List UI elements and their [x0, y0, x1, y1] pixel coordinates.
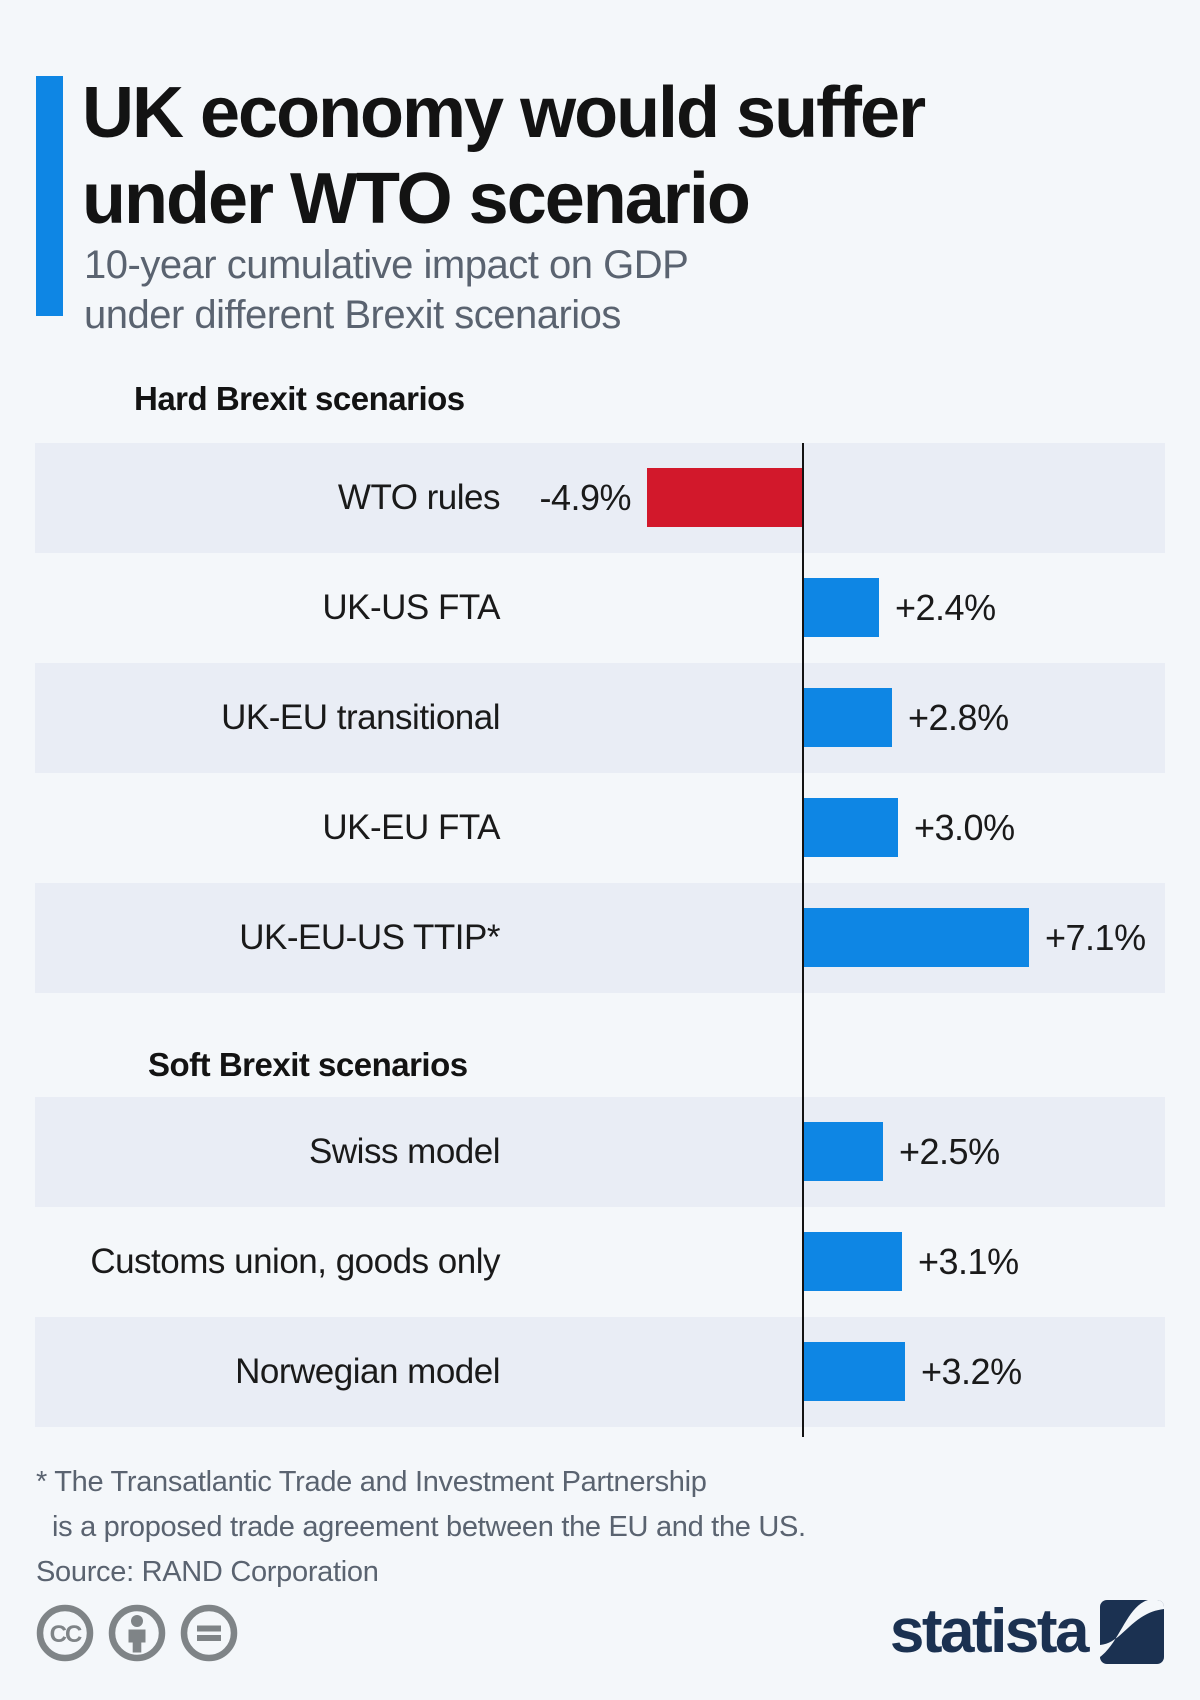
bar-positive [803, 1232, 902, 1291]
bar-positive [803, 798, 898, 857]
no-derivatives-icon[interactable] [180, 1604, 238, 1662]
bar-negative [647, 468, 803, 527]
value-label: +3.0% [914, 807, 1015, 848]
category-label: Norwegian model [235, 1352, 500, 1391]
value-label: +7.1% [1045, 917, 1146, 958]
title-line2: under WTO scenario [82, 159, 751, 239]
page-title: UK economy would suffer under WTO scenari… [82, 70, 926, 242]
page-subtitle: 10-year cumulative impact on GDP under di… [84, 240, 689, 340]
value-label: +2.8% [908, 697, 1009, 738]
bar-positive [803, 1342, 905, 1401]
category-label: UK-EU-US TTIP* [239, 918, 500, 957]
value-label: -4.9% [539, 477, 631, 518]
chart-row-uk-eu-fta: UK-EU FTA +3.0% [35, 773, 1165, 883]
footnote: * The Transatlantic Trade and Investment… [36, 1460, 806, 1595]
section-gap: Soft Brexit scenarios [35, 993, 1165, 1097]
cc-license-icons[interactable]: CC [36, 1604, 238, 1662]
bar-positive [803, 908, 1029, 967]
category-label: Customs union, goods only [90, 1242, 500, 1281]
value-label: +3.1% [918, 1241, 1019, 1282]
section-heading-soft: Soft Brexit scenarios [148, 1046, 468, 1083]
category-label: UK-EU transitional [221, 698, 500, 737]
chart-row-uk-us-fta: UK-US FTA +2.4% [35, 553, 1165, 663]
subtitle-line2: under different Brexit scenarios [84, 293, 621, 337]
svg-text:CC: CC [50, 1621, 82, 1648]
attribution-icon[interactable] [108, 1604, 166, 1662]
category-label: Swiss model [309, 1132, 500, 1171]
bar-positive [803, 578, 879, 637]
value-label: +2.5% [899, 1131, 1000, 1172]
chart-row-uk-eu-us-ttip: UK-EU-US TTIP* +7.1% [35, 883, 1165, 993]
subtitle-line1: 10-year cumulative impact on GDP [84, 243, 689, 287]
zero-axis-line [802, 443, 804, 1437]
value-label: +3.2% [921, 1351, 1022, 1392]
chart-row-swiss-model: Swiss model +2.5% [35, 1097, 1165, 1207]
chart-row-wto-rules: WTO rules -4.9% [35, 443, 1165, 553]
section-heading-hard: Hard Brexit scenarios [134, 380, 465, 417]
value-label: +2.4% [895, 587, 996, 628]
chart-row-uk-eu-transitional: UK-EU transitional +2.8% [35, 663, 1165, 773]
category-label: UK-US FTA [322, 588, 500, 627]
cc-icon[interactable]: CC [36, 1604, 94, 1662]
bar-positive [803, 688, 892, 747]
statista-swoosh-icon [1100, 1599, 1164, 1664]
bar-positive [803, 1122, 883, 1181]
chart-row-norwegian-model: Norwegian model +3.2% [35, 1317, 1165, 1427]
title-accent-bar [36, 76, 63, 316]
footnote-line1: * The Transatlantic Trade and Investment… [36, 1466, 707, 1498]
category-label: WTO rules [337, 478, 501, 517]
source-label: Source: RAND Corporation [36, 1556, 379, 1588]
footnote-line2: is a proposed trade agreement between th… [52, 1511, 806, 1543]
bar-chart: WTO rules -4.9% UK-US FTA +2.4% UK-EU tr… [35, 443, 1165, 1437]
title-line1: UK economy would suffer [82, 73, 926, 153]
statista-wordmark: statista [889, 1597, 1090, 1666]
category-label: UK-EU FTA [322, 808, 500, 847]
chart-row-customs-union: Customs union, goods only +3.1% [35, 1207, 1165, 1317]
statista-logo[interactable]: statista [890, 1596, 1164, 1667]
